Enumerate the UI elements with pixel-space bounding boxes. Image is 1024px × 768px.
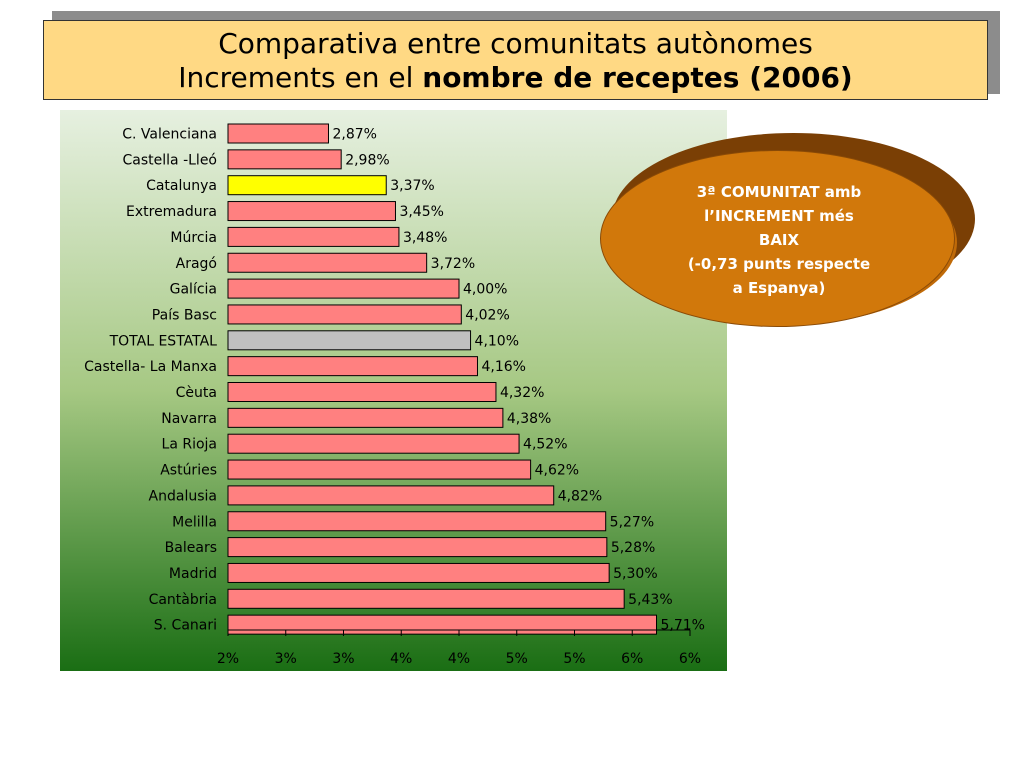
bar-14 xyxy=(227,485,555,506)
data-label-5: 3,72% xyxy=(431,256,475,272)
bar-16 xyxy=(227,537,608,558)
bar-19 xyxy=(227,614,658,635)
bar-1 xyxy=(227,149,342,170)
callout-line-2: l’INCREMENT més xyxy=(704,207,854,225)
callout-line-5: a Espanya) xyxy=(732,279,826,297)
data-label-8: 4,10% xyxy=(475,333,519,349)
category-label-19: S. Canari xyxy=(154,618,217,634)
callout-text: 3ª COMUNITAT amb l’INCREMENT més BAIX (-… xyxy=(660,180,898,300)
chart-svg: C. Valenciana 2,87% Castella -Lleó 2,98% Cat… xyxy=(84,123,705,667)
data-label-6: 4,00% xyxy=(463,282,507,298)
category-label-13: Astúries xyxy=(160,463,217,479)
bar-2 xyxy=(227,175,387,196)
x-tick-label-8: 6% xyxy=(679,651,701,667)
bar-4 xyxy=(227,226,400,247)
data-label-2: 3,37% xyxy=(390,178,434,194)
title-line-1: Comparativa entre comunitats autònomes xyxy=(218,27,813,60)
data-label-12: 4,52% xyxy=(523,437,567,453)
bar-7 xyxy=(227,304,462,325)
category-label-5: Aragó xyxy=(176,256,217,272)
bar-13 xyxy=(227,459,532,480)
data-label-11: 4,38% xyxy=(507,411,551,427)
data-label-9: 4,16% xyxy=(481,359,525,375)
bar-15 xyxy=(227,511,607,532)
data-label-13: 4,62% xyxy=(535,463,579,479)
bar-11 xyxy=(227,407,504,428)
data-label-16: 5,28% xyxy=(611,540,655,556)
category-label-3: Extremadura xyxy=(126,204,217,220)
bar-3 xyxy=(227,201,396,222)
title-box: Comparativa entre comunitats autònomes I… xyxy=(43,20,988,100)
data-label-1: 2,98% xyxy=(345,152,389,168)
category-label-18: Cantàbria xyxy=(149,592,217,608)
x-tick-label-1: 3% xyxy=(275,651,297,667)
x-tick-label-4: 4% xyxy=(448,651,470,667)
category-label-1: Castella -Lleó xyxy=(123,152,217,168)
category-label-17: Madrid xyxy=(169,566,217,582)
x-tick-label-3: 4% xyxy=(390,651,412,667)
data-label-0: 2,87% xyxy=(332,127,376,143)
category-label-0: C. Valenciana xyxy=(122,127,217,143)
bar-0 xyxy=(227,123,329,144)
category-label-11: Navarra xyxy=(161,411,217,427)
callout-line-3: BAIX xyxy=(758,231,800,249)
category-label-12: La Rioja xyxy=(162,437,217,453)
data-label-18: 5,43% xyxy=(628,592,672,608)
title-line-2-bold: nombre de receptes (2006) xyxy=(422,61,853,94)
category-label-7: País Basc xyxy=(152,307,217,323)
data-label-7: 4,02% xyxy=(465,307,509,323)
category-label-14: Andalusia xyxy=(149,488,217,504)
x-tick-label-6: 5% xyxy=(563,651,585,667)
bar-12 xyxy=(227,433,520,454)
data-label-3: 3,45% xyxy=(399,204,443,220)
x-tick-label-5: 5% xyxy=(506,651,528,667)
x-tick-label-7: 6% xyxy=(621,651,643,667)
bar-5 xyxy=(227,252,428,273)
x-tick-label-0: 2% xyxy=(217,651,239,667)
data-label-14: 4,82% xyxy=(558,488,602,504)
category-label-6: Galícia xyxy=(170,282,217,298)
callout-line-1: 3ª COMUNITAT amb xyxy=(696,183,862,201)
title-line-2-prefix: Increments en el xyxy=(178,61,423,94)
category-label-4: Múrcia xyxy=(170,230,217,246)
data-label-4: 3,48% xyxy=(403,230,447,246)
category-label-8: TOTAL ESTATAL xyxy=(109,333,218,349)
bar-10 xyxy=(227,382,497,402)
category-label-2: Catalunya xyxy=(146,178,217,194)
category-label-9: Castella- La Manxa xyxy=(84,359,217,375)
data-label-17: 5,30% xyxy=(613,566,657,582)
title-line-2: Increments en el nombre de receptes (200… xyxy=(44,61,987,95)
bar-6 xyxy=(227,278,460,299)
category-label-16: Balears xyxy=(165,540,217,556)
data-label-15: 5,27% xyxy=(610,514,654,530)
bar-17 xyxy=(227,562,610,583)
bar-18 xyxy=(227,588,625,609)
x-tick-label-2: 3% xyxy=(332,651,354,667)
bar-8 xyxy=(227,330,472,351)
callout-line-4: (-0,73 punts respecte xyxy=(687,255,871,273)
data-label-19: 5,71% xyxy=(661,618,705,634)
category-label-10: Cèuta xyxy=(176,385,217,401)
bar-9 xyxy=(227,356,478,377)
data-label-10: 4,32% xyxy=(500,385,544,401)
category-label-15: Melilla xyxy=(172,514,217,530)
callout-ellipse xyxy=(600,150,955,327)
